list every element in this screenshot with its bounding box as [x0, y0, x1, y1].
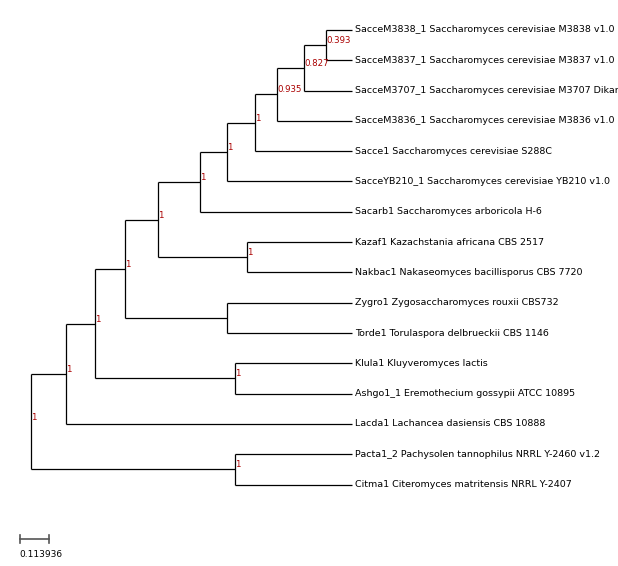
Text: Zygro1 Zygosaccharomyces rouxii CBS732: Zygro1 Zygosaccharomyces rouxii CBS732 [355, 298, 559, 307]
Text: 1: 1 [95, 315, 101, 324]
Text: 1: 1 [200, 173, 206, 182]
Text: Lacda1 Lachancea dasiensis CBS 10888: Lacda1 Lachancea dasiensis CBS 10888 [355, 419, 545, 428]
Text: SacceM3836_1 Saccharomyces cerevisiae M3836 v1.0: SacceM3836_1 Saccharomyces cerevisiae M3… [355, 117, 614, 125]
Text: 1: 1 [235, 460, 241, 469]
Text: Torde1 Torulaspora delbrueckii CBS 1146: Torde1 Torulaspora delbrueckii CBS 1146 [355, 328, 549, 337]
Text: Citma1 Citeromyces matritensis NRRL Y-2407: Citma1 Citeromyces matritensis NRRL Y-24… [355, 480, 572, 489]
Text: Klula1 Kluyveromyces lactis: Klula1 Kluyveromyces lactis [355, 359, 488, 368]
Text: 1: 1 [125, 260, 130, 269]
Text: Ashgo1_1 Eremothecium gossypii ATCC 10895: Ashgo1_1 Eremothecium gossypii ATCC 1089… [355, 389, 575, 398]
Text: 0.935: 0.935 [277, 85, 302, 95]
Text: Nakbac1 Nakaseomyces bacillisporus CBS 7720: Nakbac1 Nakaseomyces bacillisporus CBS 7… [355, 268, 582, 277]
Text: 0.393: 0.393 [326, 36, 351, 45]
Text: 1: 1 [32, 413, 37, 422]
Text: Kazaf1 Kazachstania africana CBS 2517: Kazaf1 Kazachstania africana CBS 2517 [355, 238, 544, 247]
Text: Sacce1 Saccharomyces cerevisiae S288C: Sacce1 Saccharomyces cerevisiae S288C [355, 147, 552, 156]
Text: 1: 1 [235, 370, 241, 379]
Text: SacceYB210_1 Saccharomyces cerevisiae YB210 v1.0: SacceYB210_1 Saccharomyces cerevisiae YB… [355, 177, 610, 186]
Text: 1: 1 [255, 114, 260, 123]
Text: 0.827: 0.827 [304, 59, 329, 68]
Text: Sacarb1 Saccharomyces arboricola H-6: Sacarb1 Saccharomyces arboricola H-6 [355, 207, 542, 216]
Text: 0.113936: 0.113936 [20, 550, 63, 559]
Text: 1: 1 [66, 365, 72, 374]
Text: SacceM3707_1 Saccharomyces cerevisiae M3707 Dikaryon: SacceM3707_1 Saccharomyces cerevisiae M3… [355, 86, 618, 95]
Text: 1: 1 [227, 143, 233, 152]
Text: 1: 1 [158, 211, 163, 220]
Text: 1: 1 [247, 248, 252, 257]
Text: Pacta1_2 Pachysolen tannophilus NRRL Y-2460 v1.2: Pacta1_2 Pachysolen tannophilus NRRL Y-2… [355, 450, 600, 459]
Text: SacceM3837_1 Saccharomyces cerevisiae M3837 v1.0: SacceM3837_1 Saccharomyces cerevisiae M3… [355, 55, 614, 65]
Text: SacceM3838_1 Saccharomyces cerevisiae M3838 v1.0: SacceM3838_1 Saccharomyces cerevisiae M3… [355, 25, 614, 35]
